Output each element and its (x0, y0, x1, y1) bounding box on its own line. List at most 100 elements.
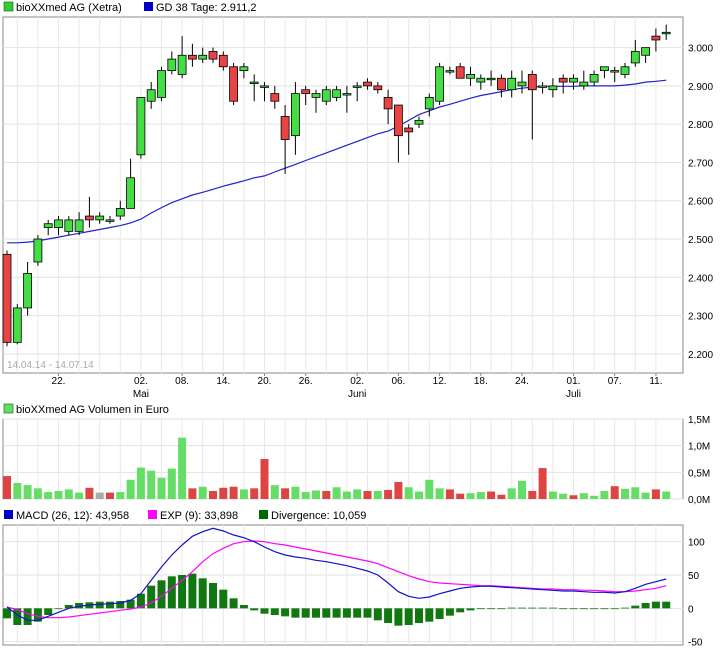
divergence-bar (528, 607, 537, 609)
candle (363, 78, 372, 90)
volume-bar (281, 488, 290, 499)
divergence-bar (312, 608, 320, 618)
volume-bar (250, 488, 259, 499)
volume-bar (188, 488, 197, 499)
candle (229, 62, 239, 106)
price-x-tick-label: 20. (258, 376, 272, 387)
macd-legend-swatch (4, 510, 13, 519)
candle-body (33, 238, 43, 263)
volume-bar (415, 491, 423, 499)
candle (569, 74, 578, 90)
candle-body (105, 219, 115, 222)
candle (85, 196, 94, 228)
candle-body (414, 119, 424, 125)
divergence-bar (147, 585, 156, 609)
exp-legend-label: EXP (9): 33,898 (160, 510, 238, 522)
price-legend-label: bioXXmed AG (Xetra) (16, 2, 122, 14)
price-x-tick-label: 26. (299, 376, 313, 387)
candle-body (239, 66, 249, 71)
macd-y-tick-label: 0 (688, 604, 694, 615)
price-x-tick-label: 11. (649, 376, 662, 387)
divergence-bar (198, 578, 207, 609)
divergence-bar (394, 608, 403, 626)
candle-body (517, 81, 527, 87)
price-x-axis: 22. 02. 08. 14. 20. 26. 02. 06. 12. 18. 24. 01. 07. 1… (52, 373, 662, 400)
candle (208, 47, 218, 63)
candle (33, 235, 43, 266)
volume-bar (116, 492, 125, 499)
candle-body (455, 66, 465, 79)
divergence-bar (497, 608, 506, 610)
volume-bar (33, 488, 42, 499)
volume-bar (590, 495, 599, 499)
divergence-bar (167, 576, 176, 609)
candle (641, 47, 650, 63)
candle-body (301, 89, 311, 94)
candle-body (280, 116, 290, 140)
volume-y-tick-label: 1,5M (688, 415, 710, 426)
volume-bar (167, 468, 176, 499)
volume-bar (260, 459, 269, 499)
divergence-bar (651, 601, 660, 609)
volume-bar (95, 492, 104, 499)
divergence-bar (353, 608, 362, 618)
candle (548, 78, 558, 98)
candle-body (54, 219, 63, 228)
macd-legend: MACD (26, 12): 43,958 EXP (9): 33,898 Di… (4, 510, 366, 522)
volume-bar (44, 492, 53, 499)
divergence-bar (209, 583, 217, 609)
candle (105, 216, 115, 224)
candle-body (610, 70, 620, 73)
candle-body (620, 66, 630, 75)
candle-body (126, 177, 135, 209)
divergence-bar (3, 608, 11, 619)
divergence-bar (507, 607, 516, 609)
price-x-tick-label: 18. (474, 376, 488, 387)
candle-body (43, 223, 53, 228)
volume-bar (64, 489, 73, 499)
divergence-bar (363, 608, 372, 618)
candle-body (589, 74, 599, 83)
candle (424, 93, 434, 117)
divergence-bar (239, 605, 248, 609)
exp-legend-swatch (148, 510, 157, 519)
volume-bar (23, 485, 32, 499)
volume-bar (373, 491, 382, 499)
divergence-bar (518, 607, 526, 609)
volume-bar (435, 488, 444, 499)
candle (342, 85, 352, 113)
volume-bar (312, 490, 320, 499)
candle (198, 47, 208, 63)
volume-bar (209, 491, 217, 499)
divergence-bar (332, 608, 341, 618)
candle (218, 51, 228, 71)
volume-bar (610, 486, 619, 499)
divergence-bar (270, 608, 279, 615)
volume-bar (548, 491, 557, 499)
candle (558, 74, 568, 94)
candle-body (527, 74, 537, 91)
price-legend: bioXXmed AG (Xetra) GD 38 Tage: 2.911,2 (3, 1, 257, 14)
divergence-bars (3, 573, 671, 626)
candle-body (352, 85, 362, 88)
exp-line (6, 540, 667, 619)
candle-body (229, 66, 239, 102)
candle (373, 82, 383, 94)
divergence-bar (476, 608, 485, 610)
volume-bar (641, 492, 650, 499)
candle-body (208, 51, 218, 60)
divergence-bar (23, 608, 32, 625)
candle-body (64, 219, 74, 232)
divergence-bar (188, 573, 197, 609)
price-y-tick-label: 2.600 (688, 197, 713, 208)
candle (538, 82, 547, 94)
volume-bar (404, 487, 413, 499)
volume-bar (538, 468, 547, 499)
candle-body (157, 70, 166, 98)
candle (126, 158, 135, 209)
volume-bars (3, 437, 671, 499)
price-x-tick-label: 02. (134, 376, 148, 387)
candle-body (187, 54, 197, 60)
volume-bar (518, 480, 526, 499)
